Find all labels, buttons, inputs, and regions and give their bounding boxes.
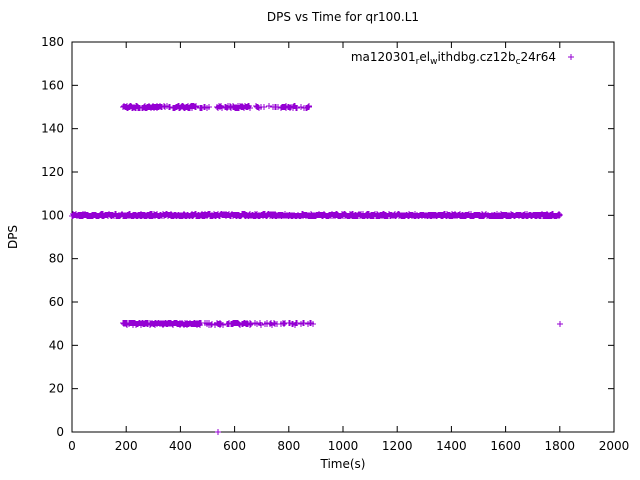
dps-150-band — [120, 103, 312, 111]
y-axis-label: DPS — [6, 225, 20, 249]
dps-100-band — [69, 211, 563, 219]
x-tick-label: 600 — [223, 439, 246, 453]
dps-0-point — [215, 429, 221, 435]
x-tick-label: 1600 — [490, 439, 521, 453]
y-tick-label: 40 — [49, 338, 64, 352]
legend-label: ma120301r​elw​ithdbg.cz12bc​24r64 — [351, 50, 556, 67]
x-tick-label: 1000 — [328, 439, 359, 453]
dps-50-band — [120, 320, 316, 328]
legend-marker-icon — [568, 54, 574, 60]
x-tick-label: 1400 — [436, 439, 467, 453]
scatter-points — [69, 103, 563, 435]
y-tick-label: 120 — [41, 165, 64, 179]
y-tick-label: 80 — [49, 252, 64, 266]
legend: ma120301r​elw​ithdbg.cz12bc​24r64 — [351, 50, 574, 67]
x-tick-label: 1800 — [545, 439, 576, 453]
axis-ticks: 0 200 400 600 800 1000 1200 1400 1600 1800 2000 0 20… — [41, 35, 629, 453]
y-tick-label: 180 — [41, 35, 64, 49]
x-tick-label: 1200 — [382, 439, 413, 453]
y-tick-label: 140 — [41, 122, 64, 136]
y-tick-label: 20 — [49, 382, 64, 396]
x-tick-label: 0 — [68, 439, 76, 453]
y-tick-label: 160 — [41, 78, 64, 92]
dps-50-outlier — [557, 321, 563, 327]
y-tick-label: 60 — [49, 295, 64, 309]
x-axis-label: Time(s) — [320, 457, 366, 471]
y-tick-label: 0 — [56, 425, 64, 439]
x-tick-label: 400 — [169, 439, 192, 453]
x-tick-label: 200 — [115, 439, 138, 453]
x-tick-label: 2000 — [599, 439, 630, 453]
chart-title: DPS vs Time for qr100.L1 — [267, 10, 419, 24]
x-tick-label: 800 — [277, 439, 300, 453]
plot-border — [71, 41, 615, 433]
y-tick-label: 100 — [41, 208, 64, 222]
